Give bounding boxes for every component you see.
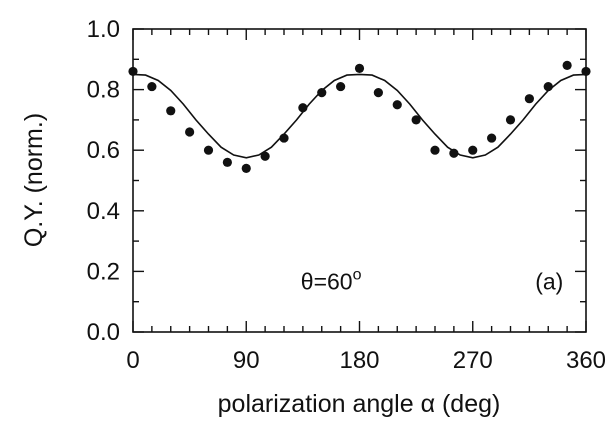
data-point	[430, 145, 440, 155]
data-point	[373, 88, 383, 98]
data-point	[562, 60, 572, 70]
y-tick-label: 0.4	[87, 198, 120, 225]
data-point	[222, 157, 232, 167]
data-point	[279, 133, 289, 143]
data-points	[128, 60, 591, 173]
y-tick-label: 0.8	[87, 77, 120, 104]
x-tick-label: 270	[453, 347, 493, 374]
data-point	[260, 151, 270, 161]
annotation-theta-text: θ=60	[301, 268, 353, 294]
x-tick-label: 0	[126, 347, 139, 374]
x-tick-label: 360	[566, 347, 606, 374]
y-tick-label: 0.0	[87, 319, 120, 346]
data-point	[468, 145, 478, 155]
annotation-theta: θ=60o	[301, 266, 362, 294]
annotation-theta-superscript: o	[353, 266, 362, 283]
annotation-panel-label: (a)	[535, 268, 563, 294]
x-tick-label: 90	[233, 347, 260, 374]
data-point	[185, 127, 195, 137]
tick-labels: 0 90 180 270 360 0.0 0.2 0.4 0.6 0.8 1.0	[87, 16, 606, 374]
data-point	[128, 66, 138, 77]
data-point	[336, 81, 346, 92]
y-tick-label: 1.0	[87, 16, 120, 43]
axis-ticks	[132, 28, 587, 333]
y-tick-label: 0.6	[87, 137, 120, 164]
x-axis-title: polarization angle α (deg)	[218, 390, 501, 418]
data-point	[354, 63, 365, 73]
y-tick-label: 0.2	[87, 258, 120, 285]
data-point	[317, 88, 327, 98]
data-point	[449, 148, 459, 158]
data-point	[166, 106, 176, 116]
data-point	[203, 145, 214, 155]
data-point	[147, 81, 157, 92]
data-point	[298, 103, 308, 113]
data-point	[487, 133, 497, 143]
data-point	[543, 81, 553, 92]
y-axis-title: Q.Y. (norm.)	[20, 113, 48, 247]
x-tick-label: 180	[339, 347, 379, 374]
data-point	[524, 94, 534, 104]
data-point	[241, 163, 251, 173]
data-point	[505, 115, 516, 125]
data-point	[581, 66, 591, 77]
fit-curve	[132, 73, 587, 159]
data-point	[411, 115, 421, 125]
data-point	[392, 100, 402, 110]
